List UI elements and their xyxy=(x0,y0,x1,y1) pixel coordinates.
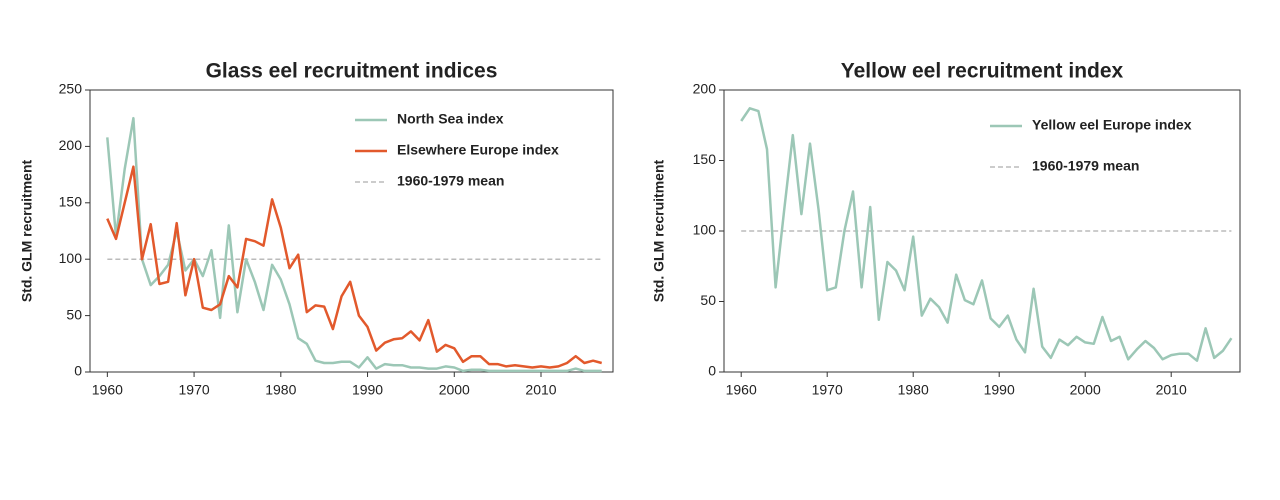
y-tick-label: 150 xyxy=(693,151,717,167)
legend-label: 1960-1979 mean xyxy=(1032,158,1139,174)
y-tick-label: 100 xyxy=(693,222,717,238)
data-line xyxy=(740,107,1233,362)
x-tick-label: 1970 xyxy=(179,382,210,398)
chart-title: Glass eel recruitment indices xyxy=(206,60,498,83)
plot-frame xyxy=(89,89,614,373)
x-tick-label: 2010 xyxy=(525,382,556,398)
x-tick-label: 2000 xyxy=(439,382,470,398)
legend-label: North Sea index xyxy=(397,111,504,127)
y-axis-label: Std. GLM recruitment xyxy=(651,159,667,302)
y-tick-label: 50 xyxy=(66,306,82,322)
legend-label: Elsewhere Europe index xyxy=(397,142,559,158)
y-tick-label: 50 xyxy=(700,292,716,308)
y-tick-label: 0 xyxy=(74,363,82,379)
y-tick-label: 250 xyxy=(59,81,83,97)
x-tick-label: 1980 xyxy=(265,382,296,398)
x-tick-label: 1990 xyxy=(352,382,383,398)
y-tick-label: 150 xyxy=(59,194,83,210)
y-tick-label: 0 xyxy=(708,363,716,379)
x-tick-label: 1960 xyxy=(92,382,123,398)
chart-title: Yellow eel recruitment index xyxy=(841,60,1124,83)
x-tick-label: 2010 xyxy=(1156,382,1187,398)
x-tick-label: 2000 xyxy=(1070,382,1101,398)
y-tick-label: 200 xyxy=(59,137,83,153)
x-tick-label: 1960 xyxy=(726,382,757,398)
y-tick-label: 200 xyxy=(693,81,717,97)
data-line xyxy=(106,116,602,373)
x-tick-label: 1970 xyxy=(812,382,843,398)
x-tick-label: 1980 xyxy=(898,382,929,398)
y-tick-label: 100 xyxy=(59,250,83,266)
x-tick-label: 1990 xyxy=(984,382,1015,398)
data-line xyxy=(106,165,603,369)
y-axis-label: Std. GLM recruitment xyxy=(19,159,35,302)
legend-label: 1960-1979 mean xyxy=(397,173,504,189)
legend-label: Yellow eel Europe index xyxy=(1032,117,1192,133)
